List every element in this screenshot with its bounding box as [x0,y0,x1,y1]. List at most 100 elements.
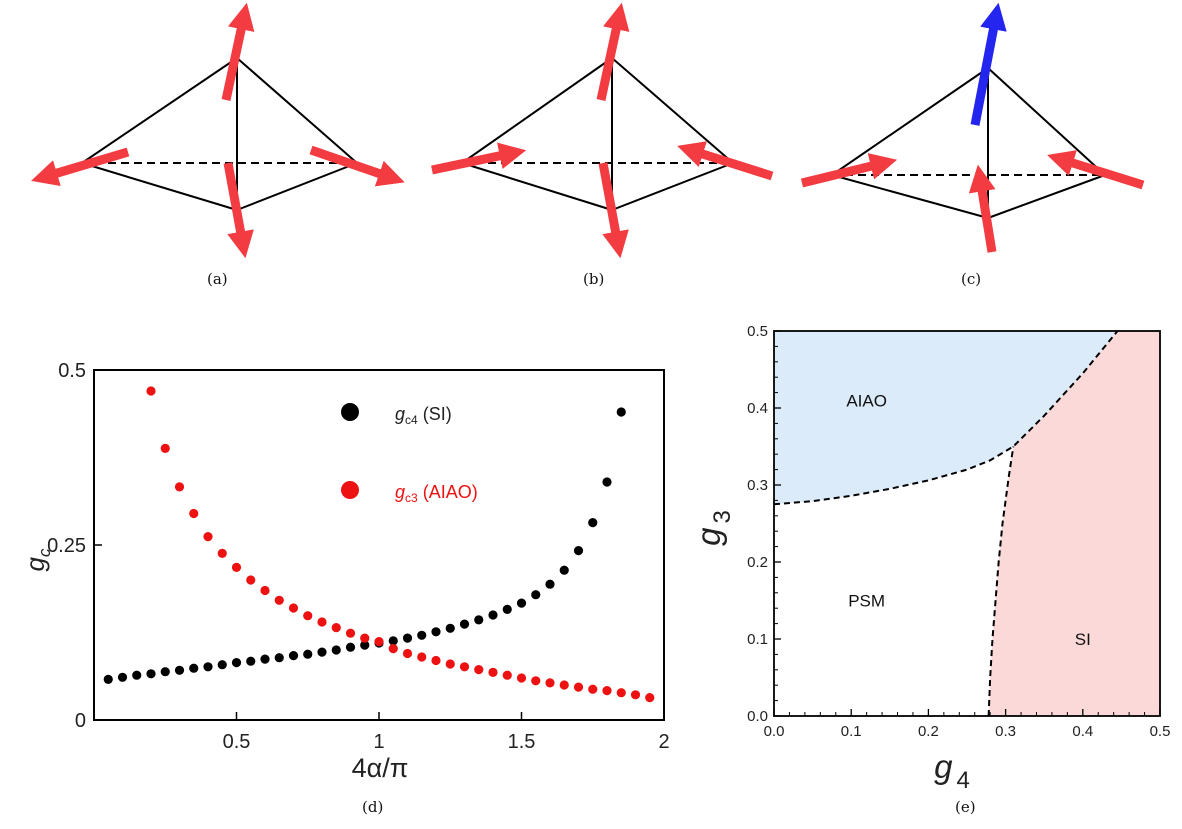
x-tick-label: 0.2 [918,723,939,740]
chart-d: 0.5 1 1.5 2 0 0.25 0.5 gc 4α/π gc4 (SI) gc3 (A… [20,360,670,783]
data-point-sic [474,615,484,625]
data-point-aiao [274,595,284,605]
data-point-aiao [160,443,170,453]
x-tick-label: 0.0 [764,723,785,740]
panel-tag-d: (d) [362,798,384,816]
region-label-aiao: AIAO [846,391,887,410]
data-point-aiao [360,633,370,643]
spin-arrow-icon [1047,150,1145,190]
data-point-aiao [203,532,213,542]
y-tick-label: 0.4 [747,400,768,417]
data-point-sic [531,590,541,600]
data-point-sic [260,654,270,664]
data-point-aiao [417,652,427,662]
panel-tag-c: (c) [961,270,982,288]
data-point-sic [488,610,498,620]
data-point-sic [132,670,142,680]
data-point-sic [459,619,470,629]
y-axis-label-sub: c [35,548,54,557]
y-tick-label: 0.25 [47,535,86,557]
data-point-aiao [431,655,441,666]
data-point-aiao [174,482,185,492]
spin-arrow-icon [596,2,630,101]
panel-tag-e: (e) [955,798,976,816]
tetrahedron-b [431,2,774,259]
y-axis-label-main: g [20,556,50,571]
data-point-aiao [573,682,584,692]
data-point-sic [616,407,626,417]
data-point-sic [402,633,413,643]
x-axis-label-main: g [934,748,953,785]
x-axis-label-sub: 4 [957,767,970,794]
data-point-sic [417,630,427,640]
data-point-sic [502,604,512,614]
data-point-sic [189,663,199,673]
spin-arrow-icon [968,164,997,253]
data-point-sic [431,627,441,637]
data-point-aiao [189,508,199,519]
tetrahedron-a [31,2,405,259]
y-tick-label: 0.3 [747,477,768,494]
region-label-si: SI [1075,630,1091,649]
y-axis-label-main: g [690,527,727,546]
spin-arrow-icon [31,147,130,187]
data-point-sic [231,658,242,668]
panel-tag-b: (b) [583,270,605,288]
data-point-sic [103,674,113,684]
legend-swatch-sic [341,403,359,421]
legend-label-aiao: gc3 (AIAO) [395,482,478,505]
data-point-aiao [474,665,484,675]
data-point-sic [588,518,598,528]
data-point-sic [246,656,256,666]
data-point-aiao [502,670,512,680]
region-si [988,331,1160,716]
data-point-aiao [345,628,356,638]
y-axis-label: g3 [690,510,736,546]
data-point-sic [559,565,569,575]
x-tick-label: 0.1 [841,723,862,740]
x-tick-label: 2 [658,731,669,753]
data-point-sic [174,665,185,675]
data-point-aiao [217,548,227,558]
data-point-aiao [531,676,541,686]
legend-label-sic: gc4 (SI) [395,404,452,427]
data-point-sic [274,653,284,663]
data-point-aiao [231,562,242,572]
chart-e: 0.0 0.1 0.2 0.3 0.4 0.5 0.0 0.1 0.2 0.3 0.4 0.5 AIA… [690,323,1170,794]
data-point-sic [203,662,213,672]
y-axis-label: gc [20,548,54,571]
data-point-aiao [459,662,470,672]
spin-arrow-icon [221,2,255,101]
data-point-aiao [645,693,655,703]
data-point-sic [288,651,299,661]
panel-tag-a: (a) [207,270,228,288]
data-point-sic [317,647,327,657]
data-point-sic [160,667,170,677]
boundary-si [987,446,1015,717]
data-point-aiao [588,684,598,694]
data-point-aiao [146,386,156,396]
data-point-aiao [488,667,498,677]
data-point-aiao [288,603,299,613]
data-point-sic [516,598,527,608]
data-point-sic [117,672,128,682]
x-tick-label: 1 [373,731,384,753]
spin-arrow-icon [431,142,527,175]
y-tick-label: 0 [75,710,86,732]
data-point-sic [573,546,584,556]
data-point-aiao [374,637,384,647]
data-point-aiao [445,659,455,669]
data-point-aiao [630,690,641,700]
data-point-sic [545,579,555,589]
y-tick-label: 0.5 [747,323,768,340]
phase-frame [773,330,1161,717]
spin-arrow-icon [970,2,1007,126]
data-point-aiao [317,617,327,627]
x-axis-label: 4α/π [352,753,409,783]
data-point-aiao [331,623,341,633]
data-point-aiao [559,680,569,690]
data-point-aiao [516,673,527,683]
spin-arrow-icon [677,141,774,181]
spin-arrow-icon [800,153,898,188]
